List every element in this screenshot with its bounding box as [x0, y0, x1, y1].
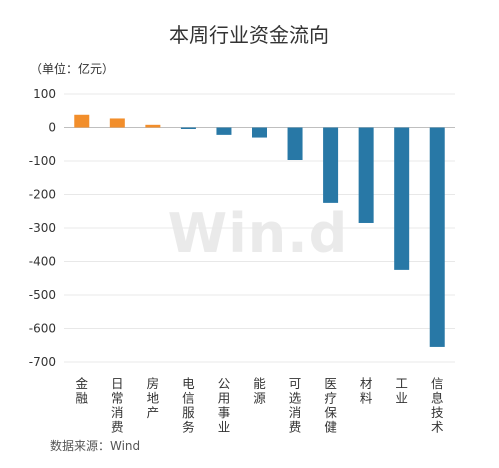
x-category-label: 房地产	[147, 376, 160, 420]
bar	[180, 127, 196, 129]
bar	[109, 118, 125, 128]
x-category-label: 公用事业	[218, 376, 231, 435]
y-axis-ticks: 100 0 -100 -200 -300 -400 -500 -600 -700	[29, 87, 56, 369]
bar	[429, 127, 445, 347]
y-tick-label: -700	[29, 355, 56, 369]
y-tick-label: -100	[29, 154, 56, 168]
bar	[394, 127, 410, 270]
bar	[74, 114, 90, 128]
bar	[252, 127, 267, 138]
x-category-label: 能源	[253, 376, 266, 406]
x-category-label: 可选消费	[289, 376, 302, 435]
y-tick-label: 100	[33, 87, 56, 101]
bar	[358, 127, 374, 223]
bar	[323, 127, 339, 203]
x-category-label: 医疗保健	[324, 376, 337, 435]
x-category-label: 日常消费	[111, 376, 124, 435]
y-tick-label: -500	[29, 288, 56, 302]
bar	[145, 124, 161, 128]
source-note: 数据来源：Wind	[50, 438, 140, 453]
watermark-logo: Win.d	[168, 202, 349, 265]
y-tick-label: -600	[29, 322, 56, 336]
x-category-label: 电信服务	[182, 376, 195, 435]
unit-label: （单位：亿元）	[30, 61, 114, 76]
y-tick-label: -400	[29, 255, 56, 269]
y-tick-label: -200	[29, 188, 56, 202]
x-category-label: 工业	[395, 376, 408, 406]
bar-layer	[74, 114, 445, 347]
x-category-label: 金融	[76, 376, 89, 406]
bar	[287, 127, 303, 160]
grid-layer	[64, 93, 455, 363]
y-tick-label: 0	[48, 121, 56, 135]
x-category-label: 材料	[360, 376, 373, 406]
y-tick-label: -300	[29, 221, 56, 235]
bar	[216, 127, 232, 135]
x-category-label: 信息技术	[431, 376, 444, 435]
chart-title: 本周行业资金流向	[169, 23, 329, 47]
